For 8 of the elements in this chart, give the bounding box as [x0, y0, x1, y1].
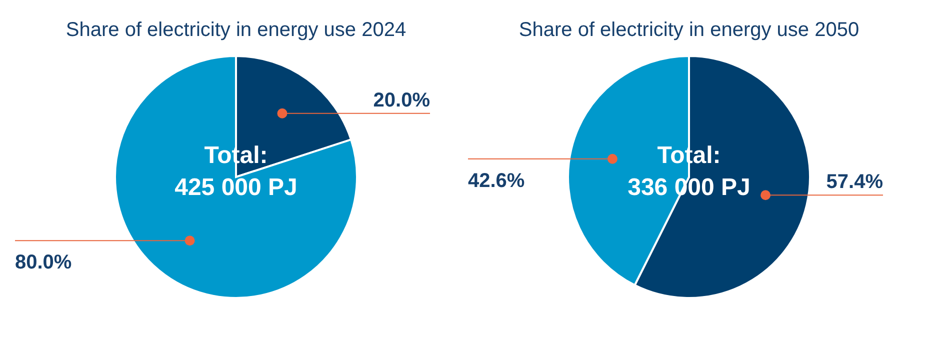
text: 425 000 PJ [174, 174, 298, 201]
data-label: 80.0% [15, 252, 72, 274]
pie-slice [114, 55, 358, 299]
data-label: 57.4% [826, 171, 884, 194]
chart-title: Share of electricity in energy use 2024 [66, 19, 406, 41]
data-label: 20.0% [373, 89, 430, 112]
chart-title: Share of electricity in energy use 2050 [518, 19, 860, 41]
data-label: 42.6% [468, 170, 525, 192]
